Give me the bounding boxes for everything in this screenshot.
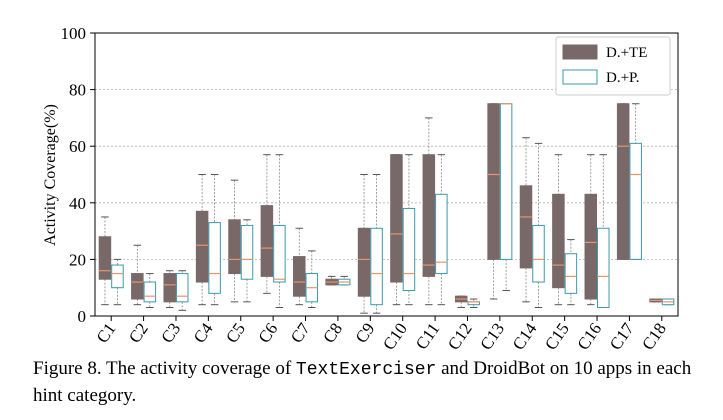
legend-label-d-p: D.+P. <box>606 70 639 86</box>
box-dp <box>629 142 642 260</box>
x-tick-label: C16 <box>573 319 605 350</box>
x-tick-label: C14 <box>509 319 541 350</box>
x-axis-ticks: C1 C2 C3 C4 C5 C6 C7 C8 C9 C10 C11 C12 C13 C14 C15 C16 C… <box>93 316 670 350</box>
box-dte <box>228 219 241 275</box>
legend-swatch-d-te <box>562 44 598 60</box>
x-tick-label: C15 <box>541 319 573 350</box>
box-dp <box>175 273 189 303</box>
box-dp <box>370 227 383 306</box>
box-dte <box>163 273 176 303</box>
x-tick-label: C6 <box>254 319 281 346</box>
box-dte <box>519 185 533 269</box>
box-dp <box>143 281 157 303</box>
box-plot-chart: 0 20 40 60 80 100 C1 C2 C3 C4 C5 C6 C7 C8 C9 C10 C11 C12… <box>42 24 679 350</box>
legend-swatch-d-p <box>562 69 598 85</box>
plot-frame <box>94 32 679 317</box>
caption-prefix: Figure 8. The activity coverage of <box>33 358 296 379</box>
caption-suffix: and DroidBot on 10 apps in each hint cat… <box>33 358 692 406</box>
box-dp <box>402 207 416 292</box>
box-dte <box>616 103 630 260</box>
box-dp <box>499 103 513 260</box>
box-dte <box>390 154 403 283</box>
x-tick-label: C5 <box>222 319 249 346</box>
box-dte <box>195 210 209 283</box>
box-dp <box>208 222 221 294</box>
x-tick-label: C8 <box>319 319 346 346</box>
box-dp <box>532 224 545 283</box>
box-dte <box>487 103 500 260</box>
box-dp <box>240 224 254 280</box>
y-tick-label: 80 <box>69 81 86 100</box>
x-tick-label: C9 <box>352 319 379 346</box>
box-dp <box>273 224 286 283</box>
y-tick-label: 60 <box>69 137 86 156</box>
x-tick-label: C18 <box>638 319 670 350</box>
y-tick-label: 100 <box>61 24 87 43</box>
x-tick-label: C1 <box>93 319 120 346</box>
box-dp <box>111 264 124 289</box>
x-tick-label: C17 <box>606 319 638 350</box>
box-dte <box>131 273 144 300</box>
x-tick-label: C12 <box>444 319 476 350</box>
box-dte <box>422 154 436 277</box>
figure-caption: Figure 8. The activity coverage of TextE… <box>33 356 723 408</box>
x-tick-label: C2 <box>125 319 152 346</box>
legend: D.+TE D.+P. <box>555 36 671 96</box>
y-tick-label: 0 <box>78 307 87 326</box>
y-tick-label: 20 <box>69 250 86 269</box>
box-dte <box>260 205 274 277</box>
legend-label-d-te: D.+TE <box>606 45 647 61</box>
x-tick-label: C7 <box>287 319 314 347</box>
y-axis-ticks: 0 20 40 60 80 100 <box>61 24 95 326</box>
box-dte <box>552 193 565 289</box>
box-dp <box>435 193 448 275</box>
boxes <box>98 103 675 314</box>
box-dte <box>293 256 306 297</box>
x-tick-label: C3 <box>157 319 184 346</box>
caption-tool-name: TextExerciser <box>295 360 437 380</box>
x-tick-label: C13 <box>476 319 508 350</box>
box-dp <box>564 253 578 294</box>
box-dte <box>584 193 598 300</box>
y-axis-label: Activity Coverage(%) <box>42 104 59 246</box>
box-dte <box>357 227 371 297</box>
x-tick-label: C10 <box>379 319 411 350</box>
x-tick-label: C4 <box>190 319 217 347</box>
y-tick-label: 40 <box>69 194 86 213</box>
box-dp <box>597 227 610 309</box>
x-tick-label: C11 <box>412 319 443 350</box>
box-dte <box>98 236 112 280</box>
